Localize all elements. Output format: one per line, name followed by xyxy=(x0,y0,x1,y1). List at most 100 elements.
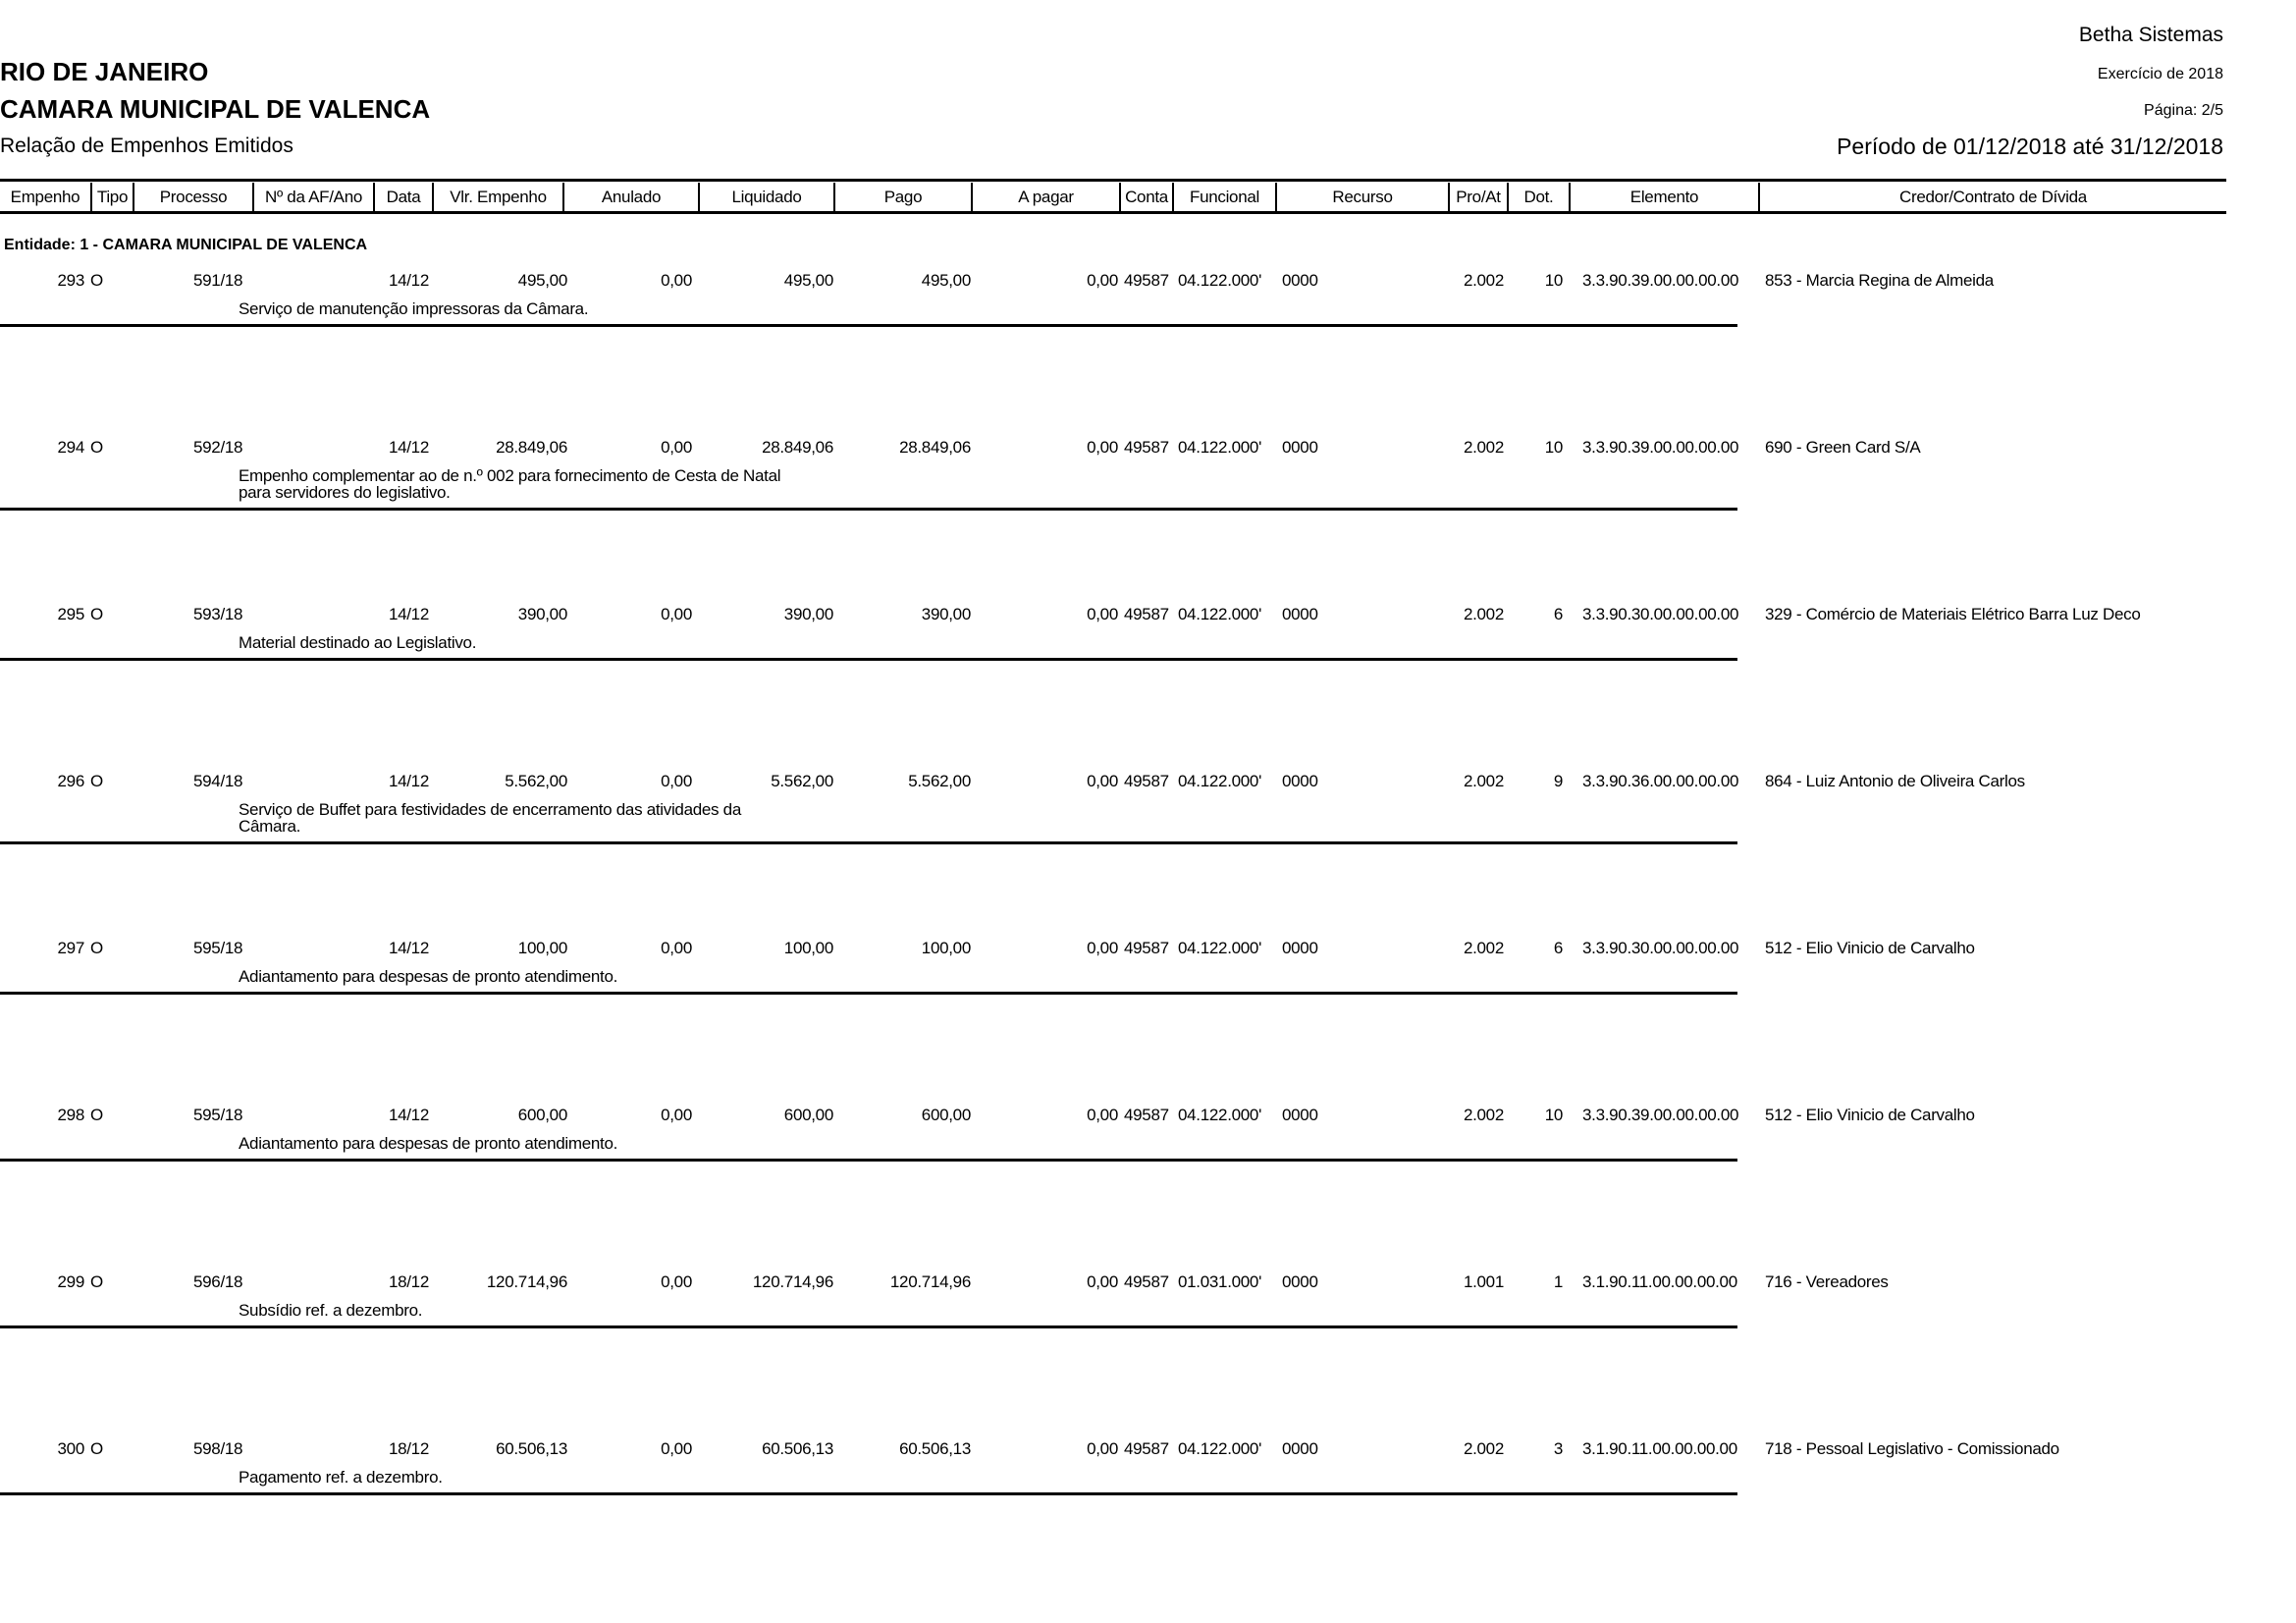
cell-elemento: 3.1.90.11.00.00.00.00 xyxy=(1582,1439,1737,1458)
cell-liquidado: 28.849,06 xyxy=(762,438,833,457)
cell-liquidado: 495,00 xyxy=(783,271,834,290)
cell-apagar: 0,00 xyxy=(1087,438,1118,457)
cell-apagar: 0,00 xyxy=(1087,1106,1118,1124)
cell-credor: 512 - Elio Vinicio de Carvalho xyxy=(1765,939,1975,957)
cell-apagar: 0,00 xyxy=(1087,772,1118,790)
cell-data: 14/12 xyxy=(388,271,429,290)
page-number: Página: 2/5 xyxy=(2144,102,2223,119)
cell-vlr: 60.506,13 xyxy=(496,1439,567,1458)
column-header: A pagar xyxy=(971,183,1119,212)
row-separator xyxy=(0,1159,1737,1162)
cell-pago: 390,00 xyxy=(921,605,972,623)
cell-credor: 718 - Pessoal Legislativo - Comissionado xyxy=(1765,1439,2059,1458)
cell-conta: 49587 xyxy=(1124,1272,1169,1291)
row-description: Subsídio ref. a dezembro. xyxy=(239,1301,423,1320)
cell-elemento: 3.3.90.30.00.00.00.00 xyxy=(1582,939,1739,957)
cell-vlr: 28.849,06 xyxy=(496,438,567,457)
cell-funcional: 04.122.000' xyxy=(1178,605,1262,623)
state-name: RIO DE JANEIRO xyxy=(0,57,209,86)
row-description: Serviço de Buffet para festividades de e… xyxy=(239,800,741,819)
cell-anulado: 0,00 xyxy=(661,772,692,790)
row-description: para servidores do legislativo. xyxy=(239,483,451,502)
cell-credor: 329 - Comércio de Materiais Elétrico Bar… xyxy=(1765,605,2141,623)
cell-pago: 100,00 xyxy=(921,939,972,957)
cell-liquidado: 120.714,96 xyxy=(752,1272,833,1291)
cell-funcional: 04.122.000' xyxy=(1178,772,1262,790)
row-description: Pagamento ref. a dezembro. xyxy=(239,1468,443,1487)
cell-processo: 596/18 xyxy=(193,1272,243,1291)
entity-group-label: Entidade: 1 - CAMARA MUNICIPAL DE VALENC… xyxy=(4,237,368,253)
row-description: Câmara. xyxy=(239,817,301,836)
cell-vlr: 495,00 xyxy=(517,271,568,290)
cell-liquidado: 390,00 xyxy=(783,605,834,623)
cell-recurso: 0000 xyxy=(1282,939,1318,957)
cell-empenho: 295 xyxy=(57,605,85,623)
cell-conta: 49587 xyxy=(1124,271,1169,290)
row-separator xyxy=(0,1492,1737,1495)
cell-tipo: O xyxy=(90,939,103,957)
cell-dot: 6 xyxy=(1553,605,1563,623)
cell-tipo: O xyxy=(90,1439,103,1458)
cell-elemento: 3.3.90.39.00.00.00.00 xyxy=(1582,1106,1739,1124)
cell-elemento: 3.1.90.11.00.00.00.00 xyxy=(1582,1272,1737,1291)
cell-dot: 6 xyxy=(1553,939,1563,957)
column-header: Data xyxy=(373,183,432,212)
cell-proat: 2.002 xyxy=(1463,271,1504,290)
cell-credor: 716 - Vereadores xyxy=(1765,1272,1889,1291)
cell-tipo: O xyxy=(90,605,103,623)
cell-elemento: 3.3.90.36.00.00.00.00 xyxy=(1582,772,1739,790)
cell-tipo: O xyxy=(90,438,103,457)
cell-vlr: 600,00 xyxy=(517,1106,568,1124)
cell-liquidado: 600,00 xyxy=(783,1106,834,1124)
cell-data: 14/12 xyxy=(388,605,429,623)
cell-dot: 10 xyxy=(1544,438,1564,457)
column-header: Dot. xyxy=(1507,183,1569,212)
row-description: Serviço de manutenção impressoras da Câm… xyxy=(239,299,589,318)
row-separator xyxy=(0,992,1737,995)
cell-pago: 120.714,96 xyxy=(889,1272,971,1291)
cell-apagar: 0,00 xyxy=(1087,939,1118,957)
cell-empenho: 294 xyxy=(57,438,85,457)
row-description: Adiantamento para despesas de pronto ate… xyxy=(239,967,618,986)
cell-empenho: 293 xyxy=(57,271,85,290)
cell-anulado: 0,00 xyxy=(661,1272,692,1291)
cell-recurso: 0000 xyxy=(1282,1106,1318,1124)
cell-empenho: 300 xyxy=(57,1439,85,1458)
column-header: Vlr. Empenho xyxy=(432,183,562,212)
cell-conta: 49587 xyxy=(1124,1439,1169,1458)
cell-credor: 853 - Marcia Regina de Almeida xyxy=(1765,271,1994,290)
cell-pago: 28.849,06 xyxy=(899,438,971,457)
cell-data: 14/12 xyxy=(388,939,429,957)
cell-apagar: 0,00 xyxy=(1087,1439,1118,1458)
cell-recurso: 0000 xyxy=(1282,1439,1318,1458)
cell-empenho: 298 xyxy=(57,1106,85,1124)
cell-tipo: O xyxy=(90,1106,103,1124)
cell-funcional: 04.122.000' xyxy=(1178,1439,1262,1458)
cell-dot: 10 xyxy=(1544,1106,1564,1124)
cell-credor: 690 - Green Card S/A xyxy=(1765,438,1921,457)
cell-empenho: 296 xyxy=(57,772,85,790)
cell-pago: 5.562,00 xyxy=(908,772,971,790)
cell-data: 18/12 xyxy=(388,1439,429,1458)
row-separator xyxy=(0,324,1737,327)
column-header: Recurso xyxy=(1275,183,1448,212)
row-separator xyxy=(0,508,1737,511)
cell-dot: 9 xyxy=(1553,772,1563,790)
cell-conta: 49587 xyxy=(1124,939,1169,957)
period: Período de 01/12/2018 até 31/12/2018 xyxy=(1837,134,2223,159)
cell-anulado: 0,00 xyxy=(661,939,692,957)
cell-recurso: 0000 xyxy=(1282,271,1318,290)
cell-conta: 49587 xyxy=(1124,772,1169,790)
entity-name: CAMARA MUNICIPAL DE VALENCA xyxy=(0,94,431,124)
cell-apagar: 0,00 xyxy=(1087,1272,1118,1291)
cell-anulado: 0,00 xyxy=(661,438,692,457)
cell-processo: 595/18 xyxy=(193,939,243,957)
cell-data: 14/12 xyxy=(388,1106,429,1124)
cell-funcional: 01.031.000' xyxy=(1178,1272,1262,1291)
cell-processo: 598/18 xyxy=(193,1439,243,1458)
cell-tipo: O xyxy=(90,772,103,790)
column-header: Anulado xyxy=(562,183,698,212)
cell-proat: 2.002 xyxy=(1463,772,1504,790)
table-header-bottom-rule xyxy=(0,211,2226,214)
cell-processo: 593/18 xyxy=(193,605,243,623)
